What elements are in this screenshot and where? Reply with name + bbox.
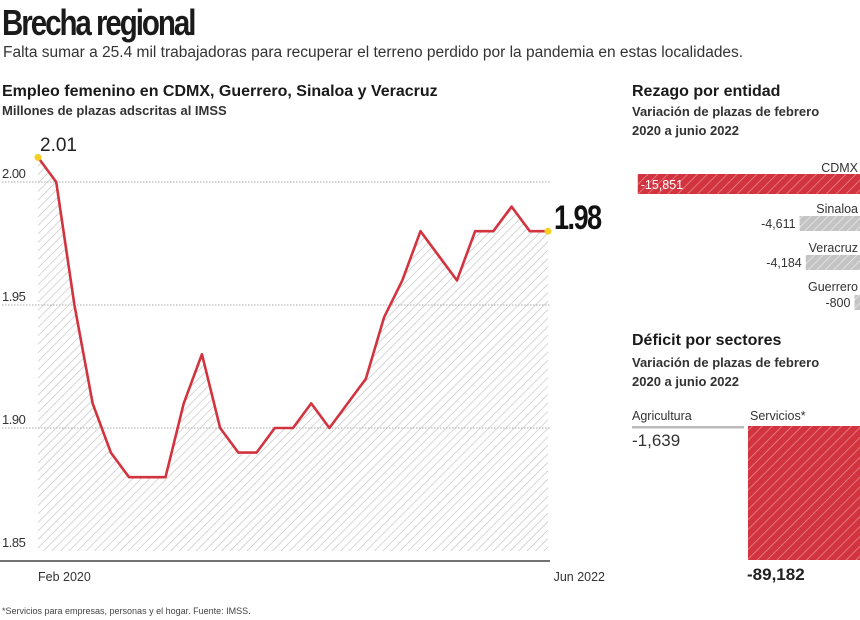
entity-label: Veracruz <box>809 241 858 255</box>
line-chart-title: Empleo femenino en CDMX, Guerrero, Sinal… <box>2 83 438 100</box>
line-chart-subtitle: Millones de plazas adscritas al IMSS <box>2 103 227 118</box>
sector-chart-subtitle: Variación de plazas de febrero 2020 a ju… <box>632 355 820 389</box>
entity-label: Sinaloa <box>816 202 858 216</box>
sector-bar <box>748 426 860 560</box>
area-fill <box>38 157 548 551</box>
entity-chart-title: Rezago por entidad <box>632 83 781 100</box>
series-line <box>36 156 548 479</box>
entity-label: Guerrero <box>808 280 858 294</box>
x-end-label: Jun 2022 <box>554 570 605 584</box>
entity-bar <box>854 295 860 310</box>
page-title: Brecha regional <box>2 2 196 43</box>
end-value-label: 1.98 <box>554 198 602 237</box>
entity-value-label: -4,611 <box>761 217 796 231</box>
entity-bar-chart: CDMX -15,851 Sinaloa -4,611 Veracruz -4,184 Gu… <box>637 161 860 310</box>
y-tick-label: 1.90 <box>2 412 26 427</box>
page-subtitle: Falta sumar a 25.4 mil trabajadoras para… <box>3 44 744 61</box>
sector-label: Servicios* <box>750 409 806 423</box>
entity-value-label: -800 <box>825 296 850 310</box>
entity-bar <box>799 216 860 231</box>
data-point <box>544 227 552 235</box>
entity-bar <box>805 255 860 270</box>
entity-chart-subtitle: Variación de plazas de febrero 2020 a ju… <box>632 104 820 138</box>
footnote: *Servicios para empresas, personas y el … <box>2 606 251 616</box>
y-tick-label: 2.00 <box>2 166 26 181</box>
sector-bar <box>632 426 744 429</box>
sector-value-label: -89,182 <box>747 565 805 584</box>
entity-label: CDMX <box>821 161 858 175</box>
y-tick-label: 1.95 <box>2 289 26 304</box>
sector-value-label: -1,639 <box>632 431 680 450</box>
entity-bar <box>637 174 860 194</box>
entity-value-label: -4,184 <box>766 256 801 270</box>
line-chart: 1.85 1.90 1.95 2.00 2.01 1.98 Feb 2020 Jun 2022 <box>0 135 605 584</box>
data-point <box>34 153 42 161</box>
x-start-label: Feb 2020 <box>38 570 91 584</box>
sector-label: Agricultura <box>632 409 692 423</box>
y-tick-label: 1.85 <box>2 535 26 550</box>
entity-value-label: -15,851 <box>641 178 683 192</box>
sector-chart-title: Déficit por sectores <box>632 332 782 349</box>
start-value-label: 2.01 <box>40 135 77 156</box>
sector-bar-chart: Agricultura Servicios* -1,639 -89,182 <box>632 409 860 584</box>
